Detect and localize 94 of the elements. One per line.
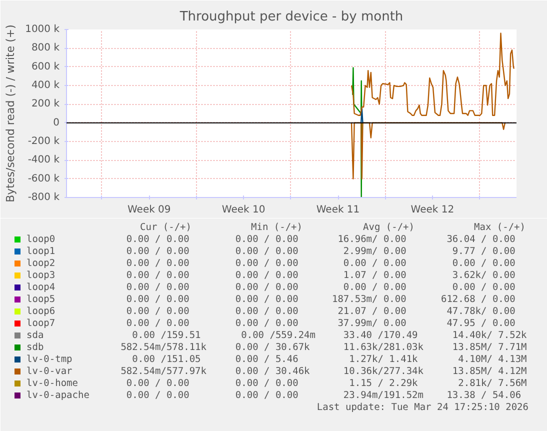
- text: 582.54m/577.97k: [120, 366, 207, 377]
- text: 0.00 / 0.00: [235, 234, 299, 245]
- text: 4.10M/ 4.13M: [458, 354, 528, 365]
- text: 0.00 / 0.00: [235, 318, 299, 329]
- text: 16.96m/ 0.00: [338, 234, 407, 245]
- text: 0.00 / 0.00: [126, 282, 190, 293]
- text: 1.15 / 2.29k: [349, 378, 418, 389]
- legend-label: loop0: [26, 234, 56, 245]
- text: 0.00 / 0.00: [452, 258, 516, 269]
- y-tick-label: 800 k: [31, 42, 60, 54]
- text: 13.38 / 54.06: [446, 390, 522, 401]
- text: 0.00 / 0.00: [126, 378, 190, 389]
- text: 612.68 / 0.00: [440, 294, 516, 305]
- y-tick-label: -400 k: [28, 154, 60, 166]
- text: Max (-/+): [474, 222, 526, 233]
- text: 2.99m/ 0.00: [343, 246, 407, 257]
- text: 0.00 / 0.00: [126, 306, 190, 317]
- y-tick-label: -600 k: [28, 173, 60, 184]
- legend-label: loop5: [26, 294, 56, 305]
- y-tick-label: 400 k: [31, 80, 60, 91]
- y-tick-label: 1000 k: [25, 24, 60, 35]
- text: 0.00 / 0.00: [235, 258, 299, 269]
- legend-label: loop6: [26, 306, 56, 317]
- text: Cur (-/+): [140, 222, 192, 233]
- line-series: [350, 122, 506, 180]
- text: 36.04 / 0.00: [446, 234, 516, 245]
- legend-label: lv-0-tmp: [26, 354, 73, 365]
- text: 0.00 / 5.46: [235, 354, 299, 365]
- legend-label: loop1: [26, 246, 56, 257]
- text: 0.00 / 0.00: [126, 390, 190, 401]
- text: 0.00 / 0.00: [126, 318, 190, 329]
- text: 3.62k/ 0.00: [452, 270, 516, 281]
- legend-label: loop2: [26, 258, 56, 269]
- text: 21.07 / 0.00: [338, 306, 407, 317]
- text: 1.07 / 0.00: [343, 270, 407, 281]
- text: 0.00 / 30.46k: [235, 366, 310, 377]
- line-series: [350, 32, 515, 116]
- text: 23.94m/191.52m: [343, 390, 424, 401]
- text: 0.00 / 0.00: [235, 270, 299, 281]
- text: 0.00 / 0.00: [126, 246, 190, 257]
- text: 1.27k/ 1.41k: [349, 354, 418, 365]
- text: 2.81k/ 7.56M: [458, 378, 528, 389]
- x-tick-label: Week 09: [127, 204, 171, 216]
- text: 11.63k/281.03k: [343, 342, 424, 353]
- text: 37.99m/ 0.00: [338, 318, 407, 329]
- legend-label: lv-0-var: [26, 366, 73, 377]
- x-tick-label: Week 11: [316, 204, 360, 216]
- text: 0.00 / 30.67k: [235, 342, 310, 353]
- y-tick-label: 600 k: [31, 61, 60, 72]
- legend-label: sda: [26, 330, 44, 341]
- y-axis-title: Bytes/second read (-) / write (+): [4, 24, 18, 202]
- y-tick-label: -800 k: [28, 192, 60, 203]
- text: 0.00 /151.05: [132, 354, 201, 365]
- text: 13.85M/ 4.12M: [452, 366, 528, 377]
- text: 0.00 / 0.00: [126, 258, 190, 269]
- y-tick-label: 0: [53, 117, 60, 128]
- text: 0.00 / 0.00: [235, 390, 299, 401]
- legend-label: loop4: [26, 282, 56, 293]
- text: 0.00 / 0.00: [235, 282, 299, 293]
- text: 47.95 / 0.00: [446, 318, 516, 329]
- text: 0.00 / 0.00: [343, 282, 407, 293]
- text: 0.00 / 0.00: [235, 306, 299, 317]
- text: 9.77 / 0.00: [452, 246, 516, 257]
- text: 0.00 /559.24m: [241, 330, 316, 341]
- text: 47.78k/ 0.00: [446, 306, 516, 317]
- text: Min (-/+): [251, 222, 303, 233]
- legend-label: lv-0-home: [26, 378, 78, 389]
- y-tick-label: 200 k: [31, 98, 60, 110]
- x-tick-label: Week 12: [410, 204, 454, 216]
- text: 0.00 / 0.00: [126, 234, 190, 245]
- y-tick-label: -200 k: [28, 136, 60, 147]
- text: 0.00 / 0.00: [126, 294, 190, 305]
- text: 0.00 /159.51: [132, 330, 202, 341]
- text: 0.00 / 0.00: [343, 258, 407, 269]
- text: Avg (-/+): [363, 222, 415, 233]
- text: 10.36k/277.34k: [343, 366, 424, 377]
- text: 14.40k/ 7.52k: [452, 330, 528, 341]
- legend-label: loop3: [26, 270, 56, 281]
- text: Last update: Tue Mar 24 17:25:10 2026: [316, 402, 529, 413]
- text: 0.00 / 0.00: [235, 294, 299, 305]
- text: 0.00 / 0.00: [126, 270, 190, 281]
- text: 0.00 / 0.00: [235, 378, 299, 389]
- legend-label: lv-0-apache: [26, 390, 90, 401]
- x-tick-label: Week 10: [222, 204, 266, 216]
- legend-label: loop7: [26, 318, 56, 329]
- chart-title: Throughput per device - by month: [178, 10, 404, 24]
- text: 0.00 / 0.00: [452, 282, 516, 293]
- line-series: [352, 67, 362, 114]
- legend-label: sdb: [26, 342, 44, 353]
- text: 582.54m/578.11k: [120, 342, 207, 353]
- text: 0.00 / 0.00: [235, 246, 299, 257]
- text: 187.53m/ 0.00: [332, 294, 407, 305]
- text: 13.85M/ 7.71M: [452, 342, 528, 353]
- text: 33.40 /170.49: [343, 330, 418, 341]
